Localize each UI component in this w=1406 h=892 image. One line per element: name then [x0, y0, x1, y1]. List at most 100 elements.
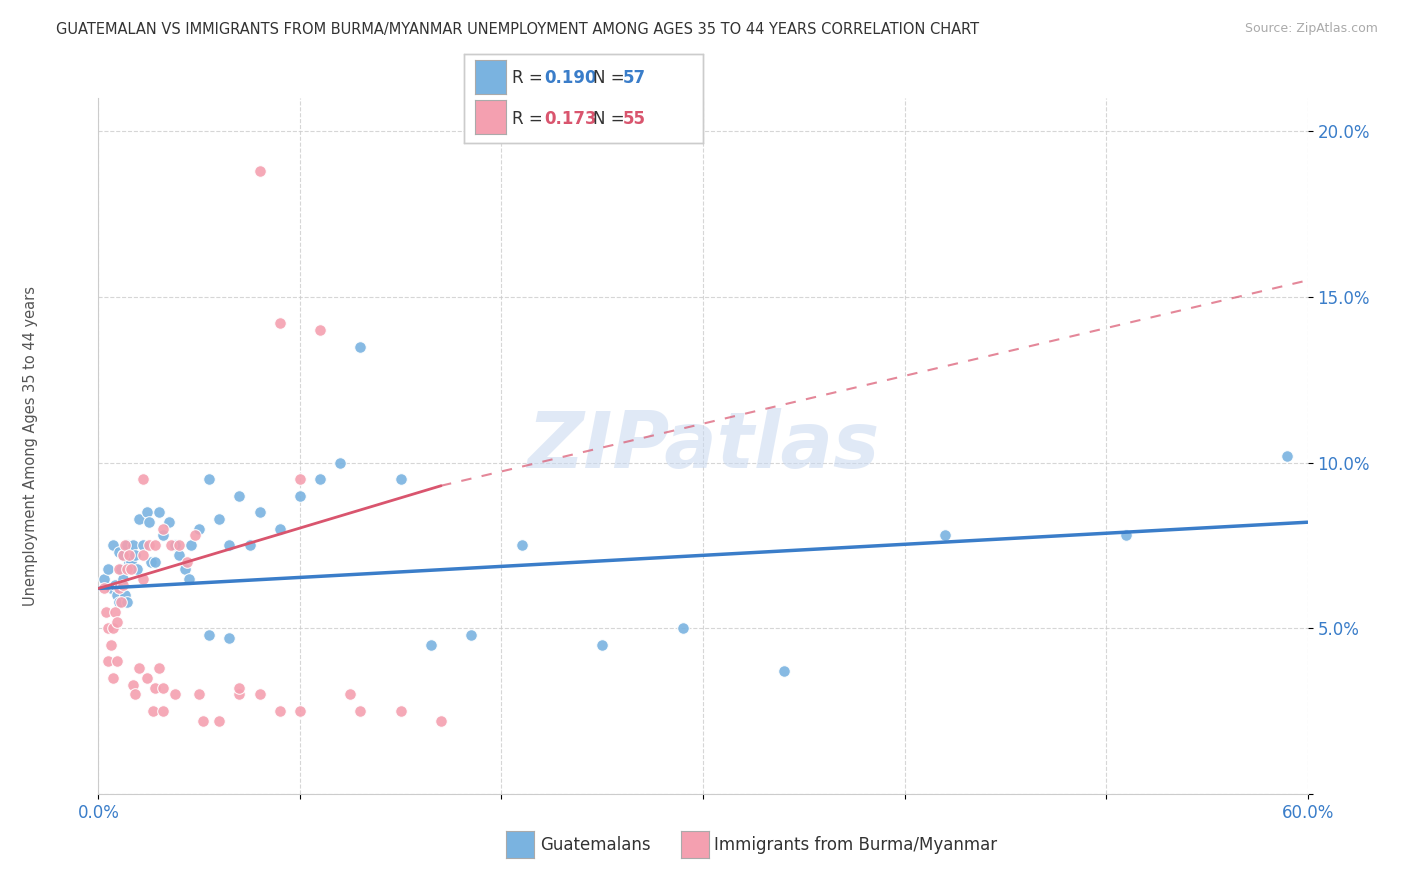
- Point: [138, 538, 160, 552]
- Point: [110, 561, 132, 575]
- Point: [460, 628, 482, 642]
- Point: [1277, 449, 1299, 463]
- Point: [152, 704, 174, 718]
- Point: [176, 555, 198, 569]
- Point: [349, 704, 371, 718]
- Point: [135, 505, 157, 519]
- Point: [101, 671, 124, 685]
- Point: [132, 538, 155, 552]
- Point: [249, 164, 271, 178]
- Point: [218, 538, 240, 552]
- Text: 0.173: 0.173: [544, 110, 596, 128]
- Point: [107, 595, 129, 609]
- Point: [672, 621, 695, 635]
- Point: [124, 549, 146, 563]
- Point: [419, 638, 441, 652]
- Point: [111, 578, 134, 592]
- Text: ZIPatlas: ZIPatlas: [527, 408, 879, 484]
- Point: [329, 456, 352, 470]
- Point: [239, 538, 262, 552]
- Point: [288, 704, 311, 718]
- Point: [288, 472, 311, 486]
- Point: [167, 549, 190, 563]
- Point: [228, 681, 250, 695]
- Point: [174, 561, 197, 575]
- Point: [152, 528, 174, 542]
- Point: [100, 638, 122, 652]
- Text: Unemployment Among Ages 35 to 44 years: Unemployment Among Ages 35 to 44 years: [24, 286, 38, 606]
- Point: [114, 588, 136, 602]
- Text: Immigrants from Burma/Myanmar: Immigrants from Burma/Myanmar: [714, 836, 997, 854]
- Point: [152, 681, 174, 695]
- Point: [97, 654, 120, 668]
- Text: R =: R =: [512, 110, 548, 128]
- Point: [772, 665, 794, 679]
- Point: [198, 472, 221, 486]
- Text: GUATEMALAN VS IMMIGRANTS FROM BURMA/MYANMAR UNEMPLOYMENT AMONG AGES 35 TO 44 YEA: GUATEMALAN VS IMMIGRANTS FROM BURMA/MYAN…: [56, 22, 980, 37]
- Point: [139, 555, 162, 569]
- Point: [228, 688, 250, 702]
- Point: [142, 704, 165, 718]
- Point: [249, 505, 271, 519]
- Point: [111, 572, 134, 586]
- Point: [389, 472, 412, 486]
- Point: [269, 704, 291, 718]
- Point: [167, 538, 190, 552]
- Point: [152, 522, 174, 536]
- Point: [103, 605, 125, 619]
- Point: [128, 512, 150, 526]
- Point: [1115, 528, 1137, 542]
- Point: [188, 522, 211, 536]
- Point: [128, 661, 150, 675]
- Point: [115, 538, 138, 552]
- Point: [157, 515, 180, 529]
- Point: [177, 572, 201, 586]
- Point: [121, 538, 143, 552]
- Point: [93, 582, 115, 596]
- Point: [510, 538, 533, 552]
- Text: 55: 55: [623, 110, 645, 128]
- Text: N =: N =: [593, 110, 630, 128]
- Point: [101, 538, 124, 552]
- Point: [148, 505, 170, 519]
- Point: [389, 704, 412, 718]
- Point: [118, 555, 141, 569]
- Point: [188, 688, 211, 702]
- Point: [97, 561, 120, 575]
- Point: [180, 538, 202, 552]
- Point: [269, 522, 291, 536]
- Point: [132, 572, 155, 586]
- Point: [934, 528, 956, 542]
- Point: [105, 615, 128, 629]
- Point: [349, 340, 371, 354]
- Point: [111, 549, 134, 563]
- Point: [249, 688, 271, 702]
- Point: [163, 538, 186, 552]
- Point: [105, 654, 128, 668]
- Point: [143, 538, 166, 552]
- Text: Guatemalans: Guatemalans: [540, 836, 651, 854]
- Point: [184, 528, 207, 542]
- Point: [143, 555, 166, 569]
- Point: [148, 661, 170, 675]
- Point: [143, 681, 166, 695]
- Point: [124, 688, 146, 702]
- Point: [198, 628, 221, 642]
- Point: [120, 555, 142, 569]
- Point: [430, 714, 453, 728]
- Point: [208, 512, 231, 526]
- Point: [218, 631, 240, 645]
- Point: [591, 638, 613, 652]
- Point: [100, 582, 122, 596]
- Point: [107, 561, 129, 575]
- Point: [120, 561, 142, 575]
- Point: [103, 578, 125, 592]
- Point: [138, 515, 160, 529]
- Point: [125, 561, 148, 575]
- Point: [228, 489, 250, 503]
- Point: [208, 714, 231, 728]
- Text: 57: 57: [623, 70, 645, 87]
- Point: [288, 489, 311, 503]
- Point: [110, 595, 132, 609]
- Point: [132, 549, 155, 563]
